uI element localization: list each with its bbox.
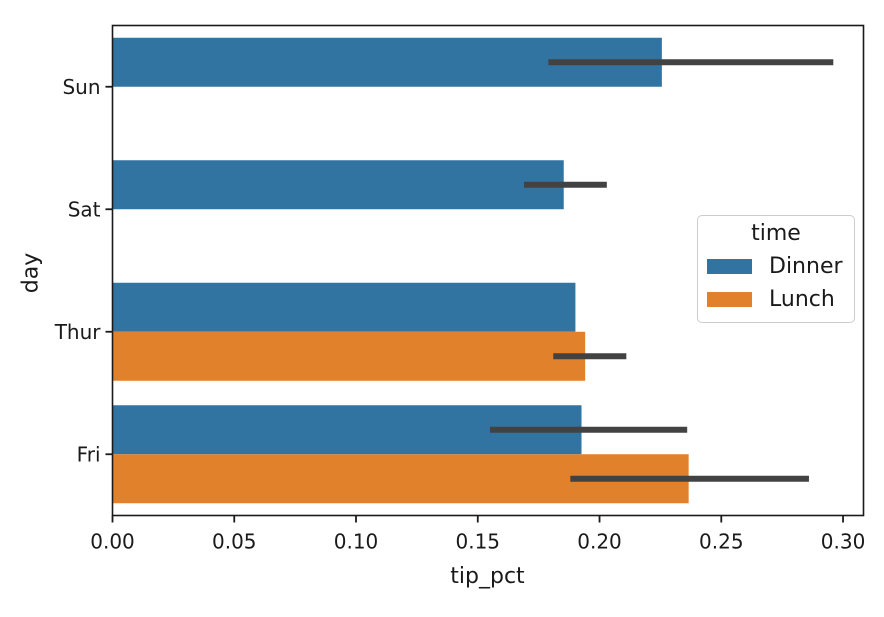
x-tick-label: 0.05 bbox=[212, 530, 257, 554]
legend-items: Dinner Lunch bbox=[698, 250, 854, 316]
y-tick-label-fri: Fri bbox=[77, 442, 101, 466]
y-tick-label-thur: Thur bbox=[54, 320, 102, 344]
bar-sat-dinner bbox=[112, 160, 564, 210]
y-tick-label-sun: Sun bbox=[62, 75, 100, 99]
x-tick-label: 0.15 bbox=[456, 530, 501, 554]
x-tick-label: 0.00 bbox=[90, 530, 135, 554]
legend: time Dinner Lunch bbox=[697, 215, 855, 323]
legend-swatch-dinner bbox=[707, 259, 752, 274]
plot-border bbox=[111, 24, 865, 517]
y-tick-label-sat: Sat bbox=[68, 197, 101, 221]
x-tick-label: 0.30 bbox=[821, 530, 866, 554]
legend-item-dinner: Dinner bbox=[698, 250, 854, 283]
x-tick-label: 0.25 bbox=[699, 530, 744, 554]
legend-label-dinner: Dinner bbox=[769, 254, 843, 279]
x-axis-label: tip_pct bbox=[450, 564, 525, 589]
y-axis-label: day bbox=[18, 252, 44, 294]
x-tick-label: 0.20 bbox=[577, 530, 622, 554]
legend-title: time bbox=[751, 221, 801, 246]
bar-thur-lunch bbox=[112, 331, 586, 381]
x-tick-label: 0.10 bbox=[334, 530, 379, 554]
bar-thur-dinner bbox=[112, 282, 576, 332]
legend-item-lunch: Lunch bbox=[698, 283, 854, 316]
legend-swatch-lunch bbox=[707, 292, 752, 307]
legend-label-lunch: Lunch bbox=[769, 287, 835, 312]
